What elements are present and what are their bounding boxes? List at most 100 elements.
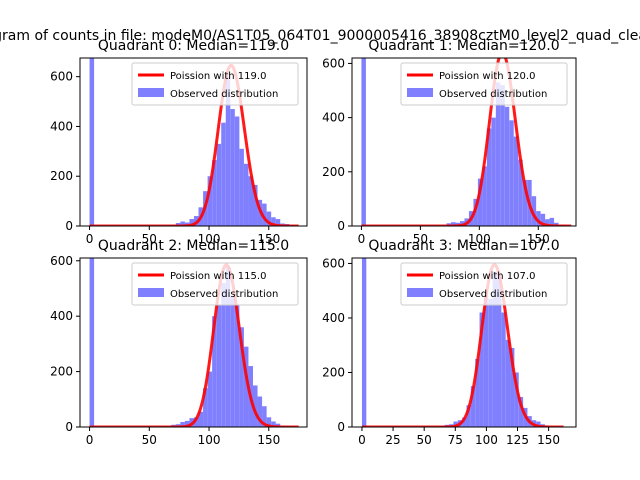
plot-area	[361, 258, 564, 427]
y-tick-label: 600	[50, 254, 73, 268]
plot-area	[89, 258, 299, 427]
x-tick-label: 100	[475, 433, 498, 447]
legend-box	[400, 62, 568, 106]
histogram-bar	[262, 203, 267, 226]
figure-suptitle: Histogram of counts in file: modeM0/AS1T…	[0, 28, 640, 44]
legend-bar-swatch	[407, 288, 433, 297]
legend-box	[400, 262, 568, 306]
histogram-bar	[212, 316, 217, 427]
legend-label-observed: Observed distribution	[439, 289, 547, 300]
histogram-bar	[504, 106, 510, 226]
histogram-bar	[477, 178, 483, 226]
histogram-bar	[271, 421, 276, 427]
quadrant-1-panel: 0 50 100 150 0 200 400 600 Quadrant 1: Median=12…	[322, 38, 577, 246]
legend-bar-swatch	[407, 88, 433, 97]
histogram-bar	[522, 179, 528, 226]
y-tick-label: 200	[322, 365, 345, 379]
legend-label-poisson: Poission with 119.0	[170, 71, 266, 82]
histogram-bar	[509, 120, 514, 226]
histogram-bar	[243, 163, 249, 226]
quadrant-0-panel: 0 50 100 150 0 200 400 600 Quadrant 0: Median=11…	[50, 38, 308, 246]
histogram-bar	[482, 166, 487, 226]
histogram-bar	[510, 347, 515, 427]
histogram-bar	[239, 148, 244, 226]
histogram-bar	[488, 298, 493, 427]
histogram-bar	[248, 176, 253, 226]
histogram-bar	[198, 411, 204, 427]
x-tick-label: 50	[413, 232, 428, 246]
legend: Poission with 107.0 Observed distribution	[400, 262, 568, 306]
x-tick-label: 150	[257, 433, 280, 447]
x-tick-label: 25	[385, 433, 400, 447]
histogram-bar	[266, 417, 272, 427]
x-tick-label: 75	[448, 433, 463, 447]
y-tick-label: 200	[322, 165, 345, 179]
histogram-bar	[462, 417, 467, 427]
axes-frame	[351, 57, 577, 227]
poisson-fit-line	[89, 263, 299, 427]
histogram-bar	[536, 421, 541, 427]
histogram-bar	[500, 85, 505, 226]
histogram-bar	[470, 386, 476, 427]
histogram-bar	[221, 282, 226, 427]
histogram-bar	[451, 222, 456, 226]
histogram-bar	[545, 219, 550, 226]
histogram-bar	[203, 388, 208, 427]
axes-frame	[79, 57, 308, 227]
quadrant-2-panel: 0 50 100 150 0 200 400 600 Quadrant 2: Median=11…	[50, 238, 308, 447]
histogram-bar	[361, 58, 366, 226]
x-tick-label: 0	[358, 232, 366, 246]
quadrant-title: Quadrant 0: Median=119.0	[98, 38, 289, 54]
x-tick-label: 100	[198, 433, 221, 447]
x-tick-label: 100	[468, 232, 491, 246]
histogram-bar	[239, 327, 244, 427]
histogram-bar	[271, 217, 276, 226]
histogram-bar	[207, 371, 213, 427]
legend-bar-swatch	[138, 88, 164, 97]
histogram-bar	[243, 346, 249, 427]
histogram-bar	[225, 266, 231, 427]
histogram-bar	[207, 176, 213, 226]
histogram-bar	[193, 417, 199, 427]
histogram-bar	[89, 58, 95, 226]
y-tick-label: 0	[337, 420, 345, 434]
y-tick-label: 400	[322, 111, 345, 125]
histogram-bar	[221, 122, 226, 226]
x-tick-label: 50	[142, 433, 157, 447]
histogram-bar	[266, 211, 272, 226]
y-tick-label: 600	[322, 56, 345, 70]
legend-label-observed: Observed distribution	[439, 89, 547, 100]
legend-label-observed: Observed distribution	[170, 289, 278, 300]
y-tick-label: 0	[65, 219, 73, 233]
x-tick-label: 0	[86, 232, 94, 246]
histogram-bar	[453, 421, 458, 427]
legend-box	[131, 262, 299, 306]
histogram-bar	[514, 372, 519, 427]
x-tick-label: 125	[506, 433, 529, 447]
histogram-bar	[554, 222, 559, 226]
histogram-bar	[262, 406, 267, 427]
legend-label-observed: Observed distribution	[170, 89, 278, 100]
histogram-bar	[275, 219, 281, 226]
quadrant-title: Quadrant 1: Median=120.0	[368, 38, 559, 54]
histogram-bar	[361, 258, 367, 427]
y-tick-label: 0	[337, 219, 345, 233]
legend-label-poisson: Poission with 120.0	[439, 71, 535, 82]
x-tick-label: 50	[142, 232, 157, 246]
histogram-bar	[531, 196, 537, 226]
histogram-bar	[212, 160, 217, 226]
legend-box	[131, 62, 299, 106]
x-tick-label: 100	[198, 232, 221, 246]
y-tick-label: 400	[50, 119, 73, 133]
x-tick-label: 150	[257, 232, 280, 246]
histogram-bar	[180, 422, 185, 427]
histogram-bar	[89, 258, 95, 427]
plot-area	[361, 58, 572, 226]
x-tick-label: 0	[86, 433, 94, 447]
histogram-bar	[216, 143, 222, 226]
quadrant-title: Quadrant 2: Median=115.0	[98, 238, 289, 254]
y-tick-label: 400	[322, 311, 345, 325]
histogram-bar	[483, 296, 489, 427]
poisson-fit-line	[89, 63, 299, 226]
